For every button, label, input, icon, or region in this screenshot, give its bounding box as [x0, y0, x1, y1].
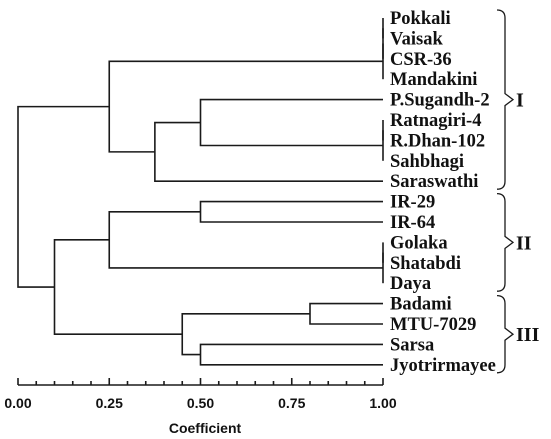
- leaf-labels: PokkaliVaisakCSR-36MandakiniP.Sugandh-2R…: [390, 9, 496, 376]
- x-tick-label: 1.00: [369, 395, 396, 411]
- leaf-label: Pokkali: [390, 9, 451, 29]
- dendrogram-link: [154, 121, 383, 182]
- leaf-label: IR-29: [390, 193, 435, 213]
- dendrogram-link: [309, 302, 383, 325]
- x-tick-label: 0.75: [278, 395, 305, 411]
- leaf-label: CSR-36: [390, 50, 452, 70]
- leaf-label: Saraswathi: [390, 172, 478, 192]
- leaf-label: IR-64: [390, 213, 435, 233]
- x-tick-label: 0.00: [4, 395, 31, 411]
- x-tick-label: 0.50: [187, 395, 214, 411]
- leaf-label: Ratnagiri-4: [390, 111, 481, 131]
- cluster-label: I: [516, 90, 524, 112]
- leaf-label: Sahbhagi: [390, 152, 464, 172]
- dendrogram-link: [17, 105, 110, 288]
- leaf-label: P.Sugandh-2: [390, 91, 490, 111]
- leaf-label: MTU-7029: [390, 315, 476, 335]
- leaf-label: Badami: [390, 295, 452, 315]
- cluster-brace: [496, 294, 515, 374]
- cluster-label: III: [516, 324, 540, 346]
- dendrogram-link: [53, 239, 183, 335]
- leaf-label: R.Dhan-102: [390, 131, 485, 151]
- leaf-label: Sarsa: [390, 335, 434, 355]
- dendrogram-link: [199, 343, 383, 366]
- dendrogram-link: [181, 313, 310, 356]
- dendrogram-link: [108, 60, 383, 153]
- leaf-label: Daya: [390, 274, 431, 294]
- dendrogram-tree: [17, 18, 384, 366]
- cluster-brace: [496, 9, 515, 190]
- cluster-brace: [496, 192, 515, 292]
- leaf-label: Mandakini: [390, 70, 477, 90]
- cluster-label: II: [516, 232, 532, 254]
- leaf-label: Shatabdi: [390, 254, 461, 274]
- leaf-label: Golaka: [390, 233, 448, 253]
- dendrogram-link: [199, 98, 383, 147]
- dendrogram-link: [199, 200, 383, 223]
- x-axis-title: Coefficient: [169, 420, 242, 436]
- dendrogram-link: [108, 211, 383, 269]
- leaf-label: Vaisak: [390, 29, 444, 49]
- leaf-label: Jyotrirmayee: [390, 356, 496, 376]
- x-tick-label: 0.25: [96, 395, 123, 411]
- x-axis: 0.00 0.25 0.50 0.75 1.00: [4, 378, 397, 411]
